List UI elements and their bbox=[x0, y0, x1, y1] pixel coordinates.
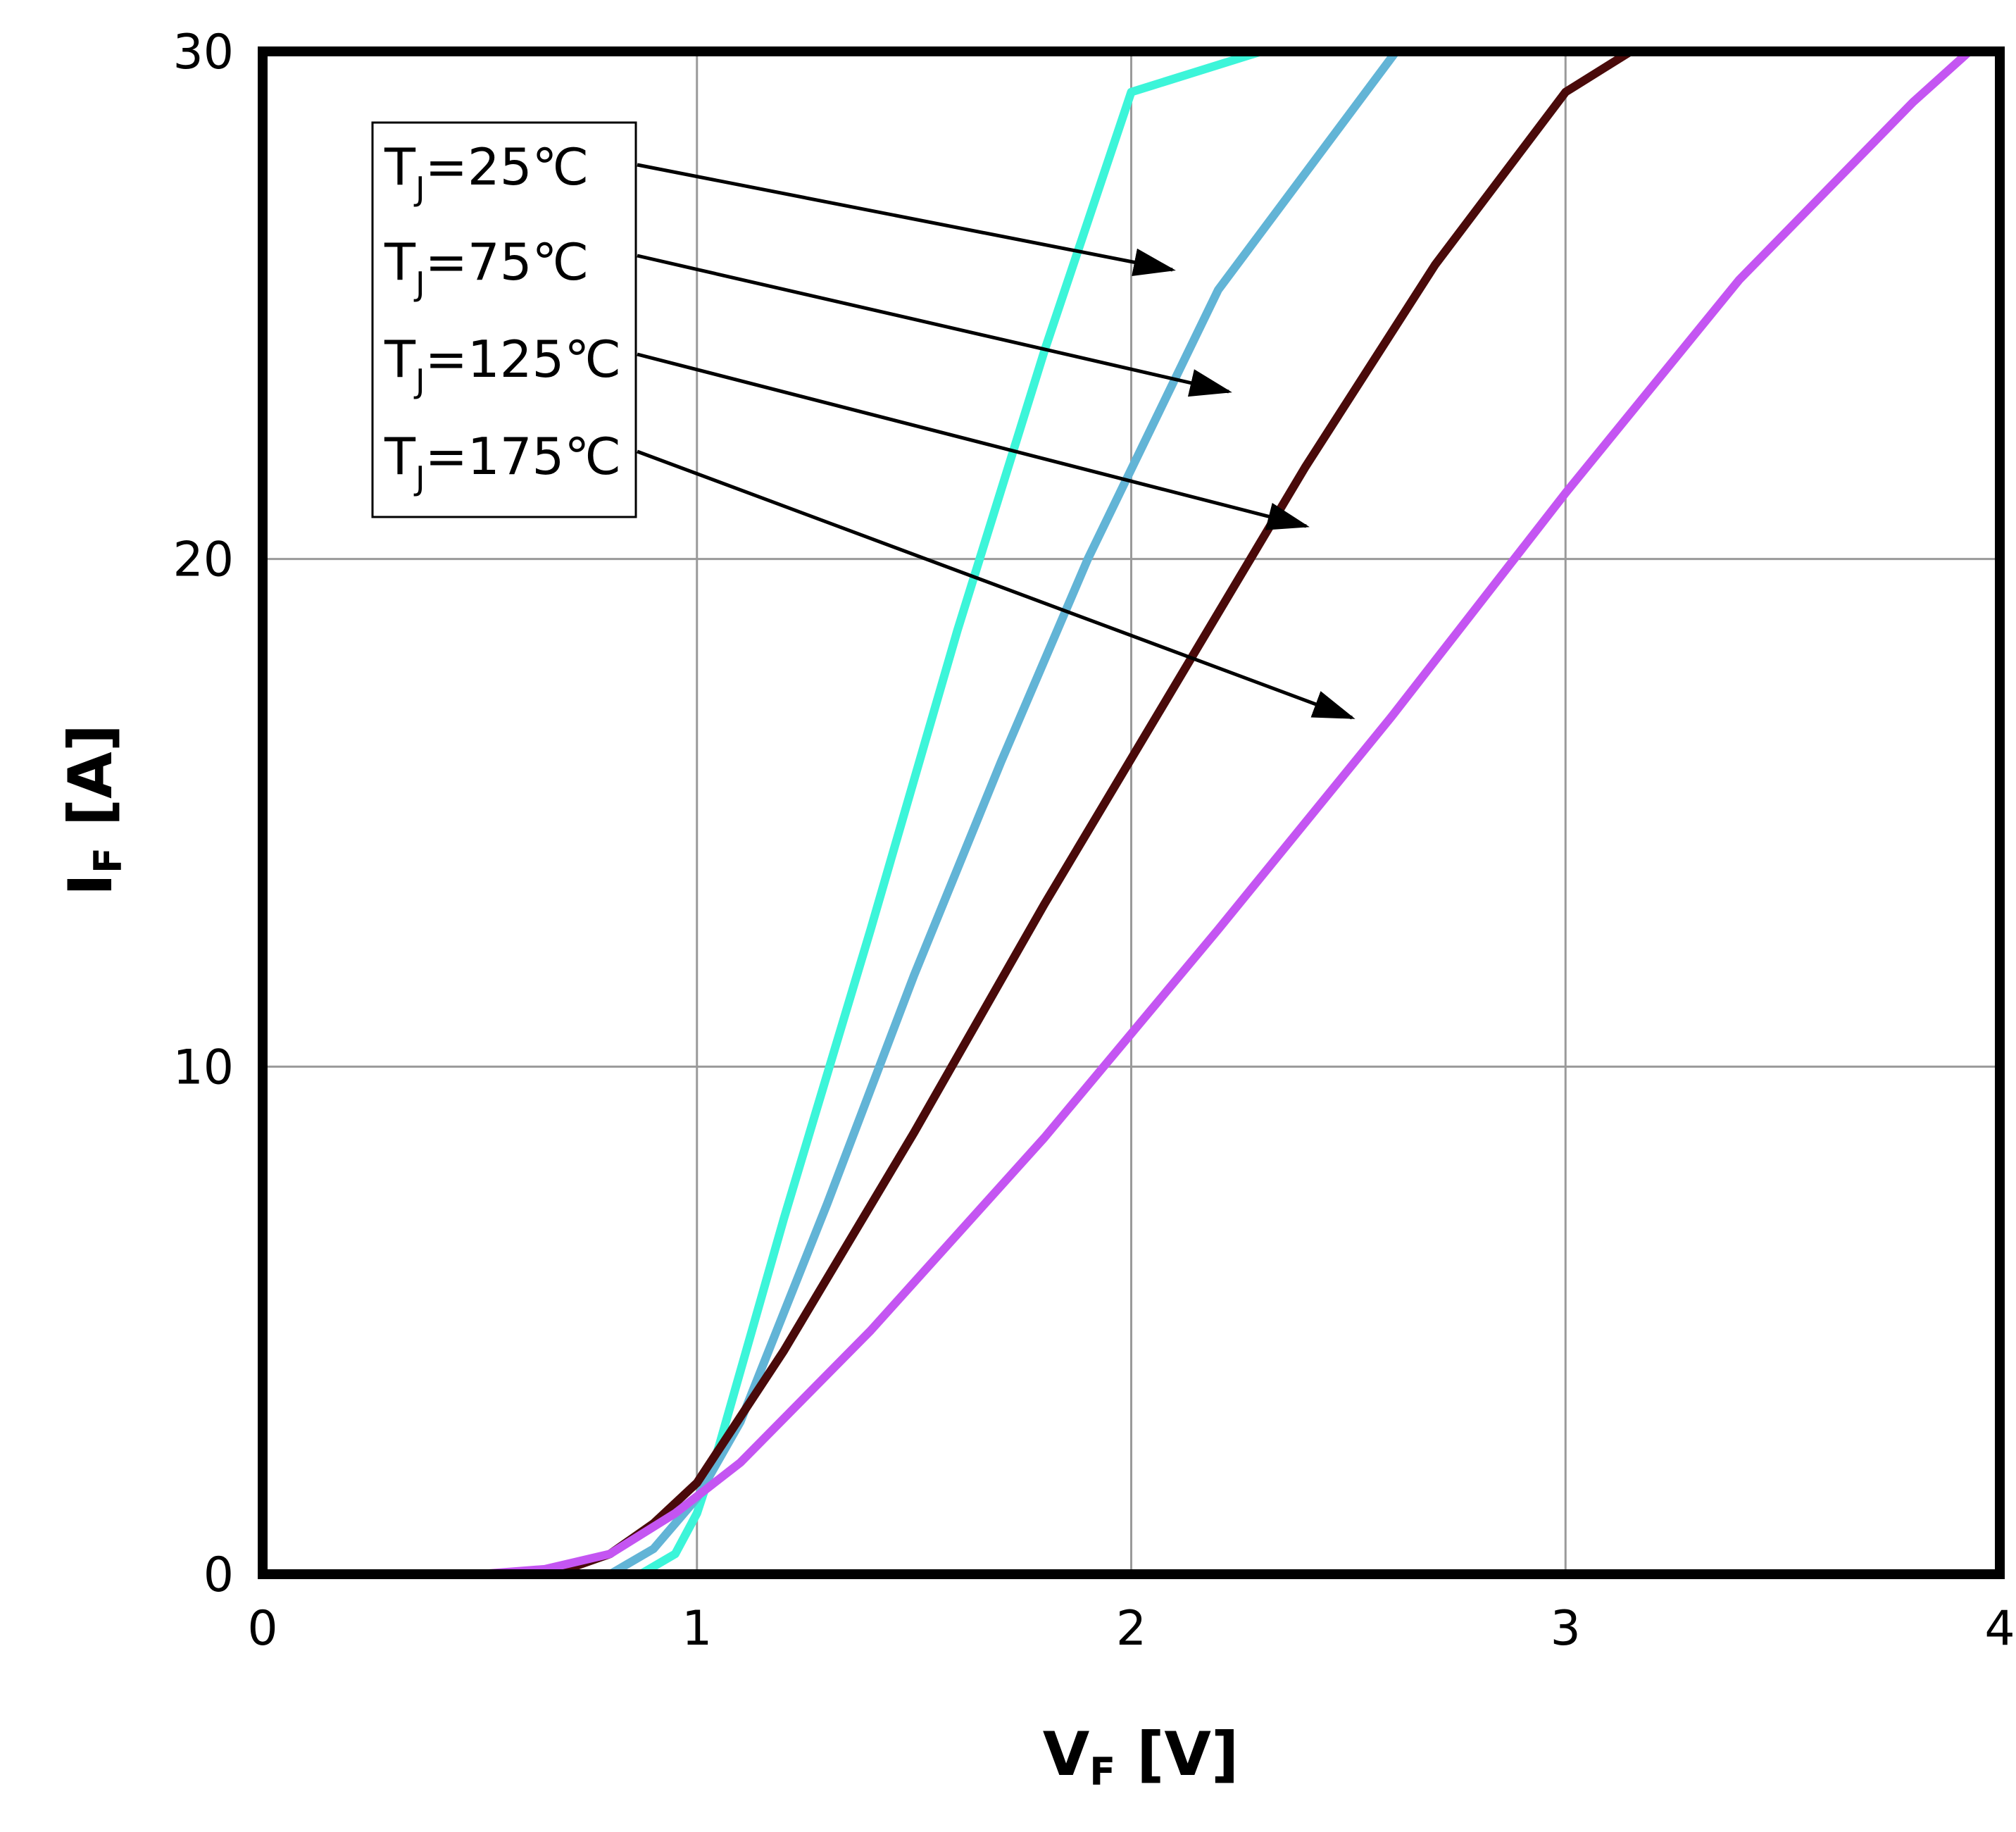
series-line-0 bbox=[636, 47, 1266, 1578]
y-tick-label-30: 30 bbox=[173, 25, 234, 80]
tick-labels: 0 1 2 3 4 0 10 20 30 bbox=[173, 25, 2015, 1657]
x-tick-label-1: 1 bbox=[682, 1601, 712, 1657]
legend-label-75c: TJ=75℃ bbox=[384, 232, 589, 303]
y-tick-label-20: 20 bbox=[173, 532, 234, 588]
series-line-1 bbox=[606, 47, 1401, 1578]
legend-label-25c: TJ=25℃ bbox=[384, 137, 589, 208]
y-tick-label-0: 0 bbox=[204, 1547, 234, 1603]
legend-label-175c: TJ=175℃ bbox=[384, 427, 621, 497]
x-axis-title: VF [V] bbox=[1043, 1719, 1239, 1794]
arrow-125c bbox=[637, 352, 1310, 530]
x-tick-label-4: 4 bbox=[1984, 1601, 2015, 1657]
legend: TJ=25℃ TJ=75℃ TJ=125℃ TJ=175℃ bbox=[371, 121, 637, 518]
plot-frame bbox=[258, 46, 2005, 1579]
series-line-3 bbox=[475, 47, 1974, 1578]
legend-arrows bbox=[637, 163, 1356, 720]
arrow-25c bbox=[637, 163, 1176, 277]
legend-label-125c: TJ=125℃ bbox=[384, 330, 621, 400]
y-axis-title: IF [A] bbox=[56, 724, 130, 896]
x-tick-label-2: 2 bbox=[1116, 1601, 1146, 1657]
x-tick-label-0: 0 bbox=[247, 1601, 277, 1657]
arrow-75c bbox=[637, 254, 1232, 397]
arrow-175c bbox=[637, 449, 1356, 720]
data-series bbox=[475, 47, 1974, 1578]
x-tick-label-3: 3 bbox=[1551, 1601, 1581, 1657]
y-tick-label-10: 10 bbox=[173, 1040, 234, 1095]
legend-box bbox=[371, 121, 637, 518]
grid-lines bbox=[263, 51, 2000, 1574]
